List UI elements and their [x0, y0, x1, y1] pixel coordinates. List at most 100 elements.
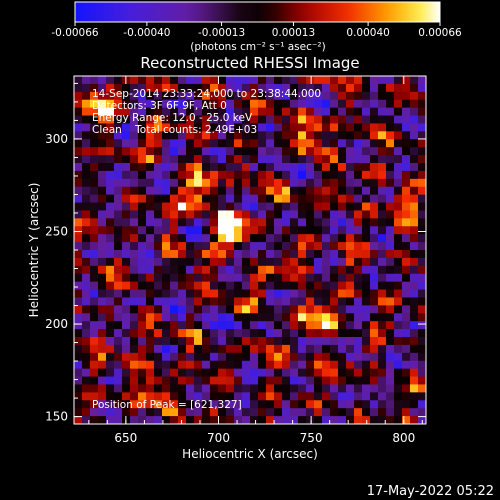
heatmap-cell — [386, 115, 395, 125]
heatmap-cell — [394, 147, 403, 156]
heatmap-cell — [106, 115, 115, 125]
heatmap-cell — [290, 313, 299, 322]
heatmap-cell — [290, 242, 299, 251]
heatmap-cell — [250, 250, 259, 259]
heatmap-cell — [282, 83, 291, 93]
heatmap-cell — [138, 313, 147, 322]
heatmap-cell — [130, 186, 139, 196]
heatmap-cell — [226, 384, 235, 393]
heatmap-cell — [234, 273, 243, 283]
heatmap-cell — [170, 186, 179, 196]
footer-timestamp: 17-May-2022 05:22 — [367, 484, 494, 499]
heatmap-cell — [146, 376, 155, 386]
heatmap-cell — [362, 131, 371, 140]
heatmap-cell — [106, 376, 115, 386]
heatmap-cell — [410, 416, 419, 424]
heatmap-cell — [154, 218, 163, 227]
heatmap-cell — [338, 344, 347, 354]
heatmap-cell — [114, 163, 123, 172]
heatmap-cell — [266, 250, 275, 259]
heatmap-cell — [362, 273, 371, 283]
heatmap-cell — [146, 123, 155, 132]
heatmap-cell — [162, 344, 171, 354]
heatmap-cell — [194, 289, 203, 299]
heatmap-cell — [234, 400, 243, 409]
heatmap-cell — [186, 368, 195, 378]
heatmap-cell — [418, 265, 426, 275]
heatmap-cell — [186, 178, 195, 188]
heatmap-cell — [378, 265, 387, 275]
heatmap-cell — [82, 115, 91, 125]
heatmap-cell — [90, 155, 99, 164]
heatmap-cell — [418, 186, 426, 196]
heatmap-cell — [250, 202, 259, 212]
heatmap-cell — [186, 273, 195, 283]
heatmap-cell — [130, 218, 139, 227]
heatmap-cell — [330, 242, 339, 251]
heatmap-cell — [130, 91, 139, 101]
heatmap-cell — [130, 416, 139, 424]
heatmap-cell — [98, 163, 107, 172]
heatmap-cell — [290, 392, 299, 401]
heatmap-cell — [98, 218, 107, 227]
heatmap-cell — [346, 139, 355, 148]
heatmap-cell — [258, 155, 267, 164]
heatmap-cell — [338, 250, 347, 259]
heatmap-cell — [122, 368, 131, 378]
heatmap-cell — [82, 83, 91, 93]
heatmap-cell — [410, 170, 419, 180]
heatmap-cell — [74, 376, 83, 386]
heatmap-cell — [162, 313, 171, 322]
heatmap-cell — [234, 234, 243, 243]
heatmap-cell — [154, 408, 163, 417]
heatmap-cell — [290, 344, 299, 354]
heatmap-cell — [194, 234, 203, 243]
heatmap-cell — [354, 257, 363, 267]
heatmap-cell — [338, 329, 347, 338]
heatmap-cell — [394, 139, 403, 148]
heatmap-cell — [378, 170, 387, 180]
heatmap-cell — [306, 170, 315, 180]
heatmap-cell — [226, 186, 235, 196]
heatmap-cell — [154, 368, 163, 378]
heatmap-cell — [98, 91, 107, 101]
heatmap-cell — [114, 257, 123, 267]
heatmap-cell — [130, 194, 139, 204]
heatmap-cell — [266, 83, 275, 93]
heatmap-cell — [274, 163, 283, 172]
heatmap-cell — [170, 400, 179, 409]
heatmap-cell — [306, 178, 315, 188]
heatmap-cell — [322, 250, 331, 259]
heatmap-cell — [98, 107, 107, 117]
heatmap-cell — [138, 123, 147, 132]
heatmap-cell — [106, 384, 115, 393]
heatmap-cell — [330, 392, 339, 401]
heatmap-cell — [362, 265, 371, 275]
x-tick-label: 650 — [114, 431, 137, 445]
heatmap-cell — [122, 123, 131, 132]
heatmap-cell — [178, 226, 187, 235]
heatmap-cell — [410, 384, 419, 393]
heatmap-cell — [338, 305, 347, 314]
heatmap-cell — [218, 76, 227, 85]
heatmap-cell — [98, 123, 107, 132]
heatmap-cell — [354, 321, 363, 330]
heatmap-cell — [322, 416, 331, 424]
heatmap-cell — [170, 178, 179, 188]
heatmap-cell — [418, 115, 426, 125]
heatmap-cell — [162, 76, 171, 85]
heatmap-cell — [186, 329, 195, 338]
heatmap-cell — [218, 147, 227, 156]
heatmap-cell — [370, 76, 379, 85]
heatmap-cell — [194, 91, 203, 101]
heatmap-cell — [98, 289, 107, 299]
heatmap-cell — [226, 226, 235, 235]
heatmap-cell — [306, 186, 315, 196]
heatmap-cell — [258, 194, 267, 204]
heatmap-cell — [378, 392, 387, 401]
heatmap-cell — [266, 321, 275, 330]
heatmap-cell — [410, 131, 419, 140]
heatmap-cell — [90, 226, 99, 235]
heatmap-cell — [106, 297, 115, 306]
heatmap-cell — [298, 257, 307, 267]
